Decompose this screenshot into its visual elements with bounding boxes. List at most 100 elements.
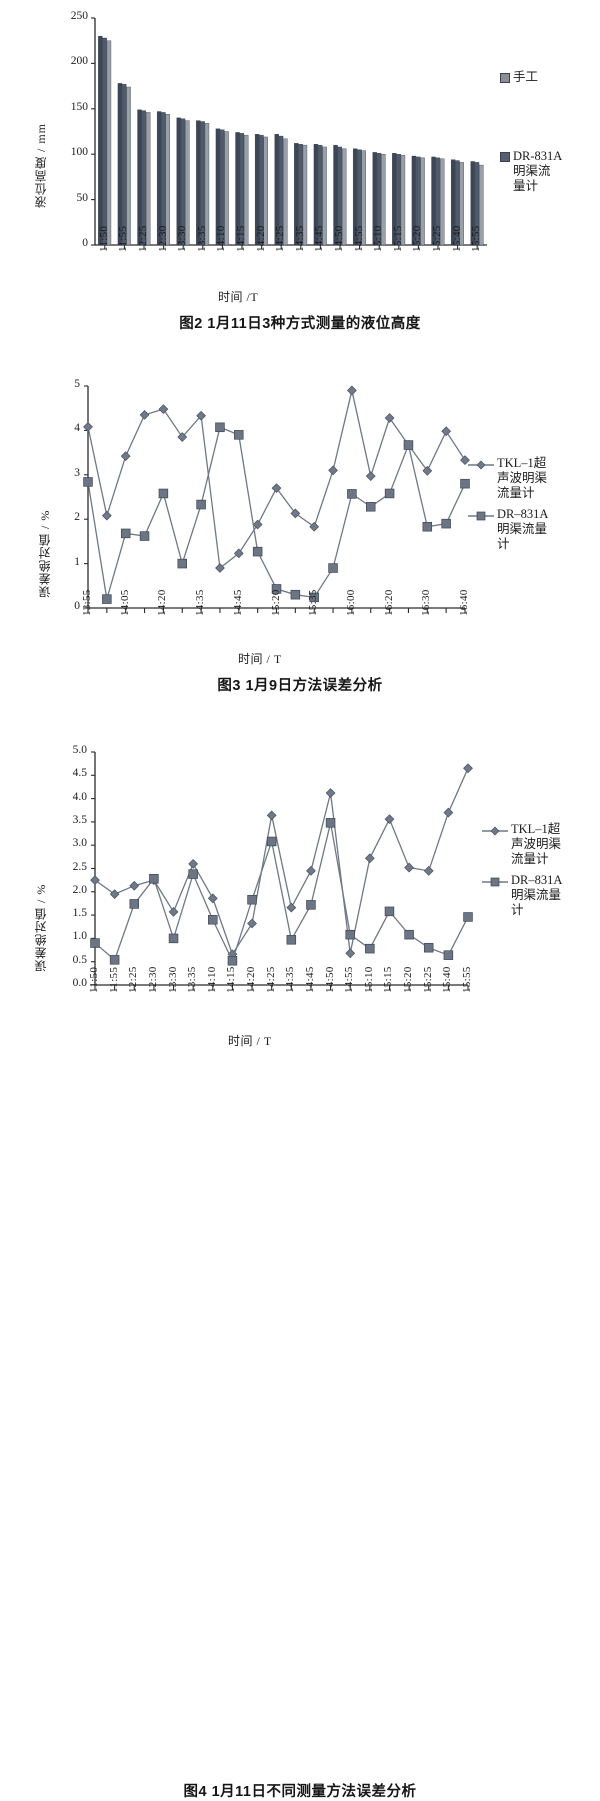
figure3-x-tick: 16:20: [382, 589, 395, 616]
figure-2-x-tick: 12:25: [137, 225, 149, 252]
figure3-x-tick: 16:40: [458, 589, 470, 616]
figure-2-y-tick: 50: [76, 191, 89, 204]
figure-4-chart: 误差绝对值 / % 0.0 0.5 1.0 1.5 2.0 2.5 3.0 3.5 4.0 4.5…: [0, 730, 600, 1060]
figure-2-x-tick: 14:20: [254, 225, 267, 252]
figure-2-x-tick: 15:40: [450, 225, 463, 252]
figure4-x-tick: 15:10: [362, 966, 375, 993]
figure3-x-tick: 14:45: [231, 589, 244, 616]
figure4-x-tick: 15:20: [402, 966, 415, 993]
figure3-x-tick: 15:20: [269, 589, 282, 616]
figure4-x-tick: 12:25: [127, 966, 140, 993]
figure4-x-tick: 15:25: [421, 966, 434, 993]
figure4-x-tick: 14:10: [205, 966, 218, 993]
figure4-x-tick: 13:35: [186, 966, 199, 993]
figure3-y-tick: 5: [74, 378, 80, 390]
legend-diamond-icon: [468, 459, 494, 471]
figure4-y-tick: 1.5: [72, 907, 87, 920]
figure-2-x-tick: 12:30: [156, 225, 169, 252]
figure3-x-tick: 15:35: [307, 589, 320, 616]
figure-2-legend-item: DR-831A 明渠流 量计: [500, 149, 562, 194]
figure-2-plot: [91, 17, 487, 249]
figure4-y-tick: 2.0: [72, 883, 87, 896]
figure-4-plot: [90, 751, 473, 990]
figure-2-chart: 液位高度 / mm 0 50 100 150 200 250 11:50 11:55 12:2…: [0, 0, 600, 310]
figure4-y-tick: 5.0: [72, 744, 87, 756]
legend-square-icon: [468, 510, 494, 522]
figure4-x-tick: 14:15: [225, 966, 238, 993]
figure4-y-tick: 4.0: [72, 790, 87, 803]
figure3-y-tick: 0: [74, 600, 80, 612]
figure-2-y-tick: 0: [82, 237, 88, 249]
figure4-y-tick: 3.5: [72, 813, 87, 826]
figure-4-block: 误差绝对值 / % 0.0 0.5 1.0 1.5 2.0 2.5 3.0 3.5 4.0 4.5…: [0, 730, 600, 1800]
figure3-x-tick: 14:20: [156, 589, 169, 616]
figure-2-x-tick: 15:10: [372, 225, 385, 252]
figure-3-plot: [83, 385, 470, 613]
figure3-x-tick: 13:55: [81, 589, 93, 616]
figure-2-x-tick: 14:25: [274, 225, 287, 252]
figure-3-caption: 图3 1月9日方法误差分析: [217, 678, 383, 694]
figure4-y-tick: 4.5: [72, 767, 87, 780]
figure-2-x-tick: 15:55: [470, 225, 483, 252]
figure-2-y-tick: 250: [70, 10, 88, 22]
figure3-legend-label: TKL–1超 声波明渠 流量计: [497, 456, 548, 500]
figure3-legend-item: DR–831A 明渠流量 计: [468, 507, 548, 552]
figure4-y-tick: 0.0: [72, 977, 87, 989]
figure3-y-tick: 3: [74, 466, 80, 479]
figure3-y-tick: 2: [74, 511, 80, 524]
figure-2-x-axis-label: 时间 /T: [218, 290, 259, 304]
figure4-legend-label: TKL–1超 声波明渠 流量计: [511, 822, 562, 866]
figure-2-caption: 图2 1月11日3种方式测量的液位高度: [179, 316, 421, 332]
figure4-x-tick: 14:45: [303, 966, 316, 993]
legend-diamond-icon: [482, 825, 508, 837]
figure4-x-tick: 14:35: [284, 966, 297, 993]
figure-2-y-tick: 200: [70, 55, 88, 68]
figure-2-x-tick: 13:35: [195, 225, 208, 252]
figure4-x-tick: 11:55: [107, 966, 120, 993]
figure3-legend-item: TKL–1超 声波明渠 流量计: [468, 456, 548, 501]
figure-2-x-tick: 11:50: [97, 225, 110, 252]
figure4-x-tick: 14:20: [245, 966, 258, 993]
figure4-x-tick: 15:55: [461, 966, 473, 993]
figure-2-x-tick: 14:50: [333, 225, 345, 252]
figure4-x-tick: 14:50: [323, 966, 336, 993]
figure-2-legend-item: 手工: [500, 70, 562, 85]
figure3-x-tick: 14:35: [194, 589, 207, 616]
figure-2-x-tick: 14:55: [352, 225, 365, 252]
figure-2-x-tick: 14:35: [293, 225, 306, 252]
legend-square-icon: [482, 876, 508, 888]
figure4-x-tick: 15:15: [382, 966, 395, 993]
figure3-y-tick: 4: [74, 422, 80, 435]
figure4-x-tick: 13:30: [166, 966, 179, 993]
figure-2-y-tick: 100: [70, 146, 88, 159]
figure-2-x-tick: 14:10: [215, 225, 228, 252]
figure4-x-tick: 11:50: [88, 966, 100, 993]
figure4-x-tick: 15:40: [441, 966, 454, 993]
figure-2-legend-label: DR-831A 明渠流 量计: [513, 149, 563, 193]
figure-2-x-tick: 15:25: [431, 225, 443, 252]
figure3-x-tick: 16:30: [420, 589, 433, 616]
figure4-x-tick: 12:30: [146, 966, 159, 993]
figure4-x-tick: 14:25: [264, 966, 277, 993]
figure4-legend-label: DR–831A 明渠流量 计: [511, 873, 563, 917]
figure-2-x-tick: 14:45: [313, 225, 326, 252]
figure4-x-tick: 14:55: [343, 966, 356, 993]
figure4-y-tick: 0.5: [72, 953, 87, 966]
figure4-y-tick: 3.0: [72, 837, 87, 850]
figure-2-x-tick: 11:55: [117, 225, 130, 252]
figure-3-x-axis-label: 时间 / T: [238, 652, 282, 666]
figure-3-legend: TKL–1超 声波明渠 流量计 DR–831A 明渠流量 计: [468, 456, 548, 558]
figure-2-block: 液位高度 / mm 0 50 100 150 200 250 11:50 11:55 12:2…: [0, 0, 600, 340]
figure4-legend-item: TKL–1超 声波明渠 流量计: [482, 822, 562, 867]
figure-4-x-axis-label: 时间 / T: [228, 1034, 272, 1048]
figure3-y-tick: 1: [74, 555, 80, 568]
figure-2-y-axis-label: 液位高度 / mm: [34, 122, 48, 208]
figure-2-x-tick: 13:30: [176, 225, 189, 252]
figure3-legend-label: DR–831A 明渠流量 计: [497, 507, 549, 551]
figure-2-y-tick: 150: [70, 100, 88, 113]
legend-square-icon: [500, 73, 510, 83]
figure-2-x-tick: 15:20: [411, 225, 424, 252]
